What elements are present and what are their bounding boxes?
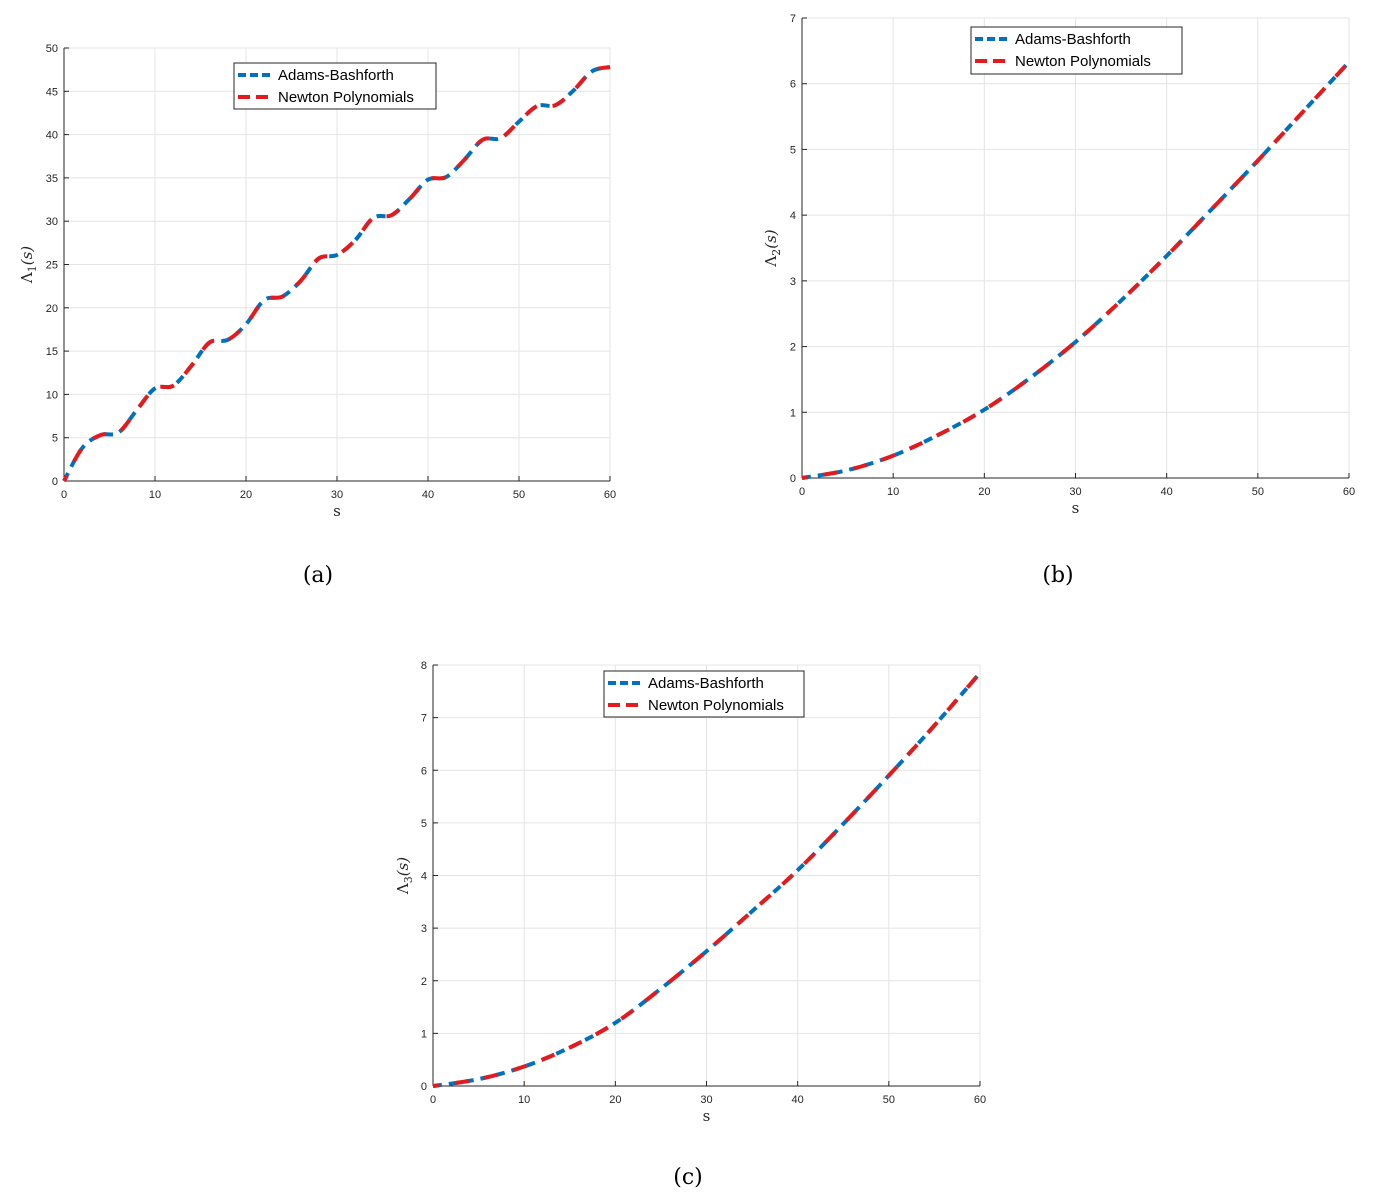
x-tick-label: 50 <box>883 1094 895 1106</box>
legend-box <box>970 26 1183 75</box>
x-tick-label: 10 <box>887 486 899 498</box>
legend: Adams-Bashforth Newton Polynomials <box>233 62 437 110</box>
y-tick-label: 2 <box>421 976 427 988</box>
y-tick-label: 15 <box>46 346 58 358</box>
y-tick-label: 6 <box>421 765 427 777</box>
y-tick-label: 3 <box>790 276 796 288</box>
legend-box <box>233 62 437 110</box>
y-axis-label: Λ1(s) <box>18 246 39 284</box>
series-line-newton-polynomials <box>432 671 982 1088</box>
panel-caption: (a) <box>303 563 333 588</box>
x-tick-label: 0 <box>430 1094 436 1106</box>
x-tick-label: 10 <box>149 489 161 501</box>
x-tick-label: 60 <box>1343 486 1355 498</box>
series-line-adams-bashforth <box>62 65 611 482</box>
y-tick-label: 4 <box>421 871 427 883</box>
legend-box <box>603 670 805 718</box>
y-tick-label: 40 <box>46 130 58 142</box>
y-tick-label: 4 <box>790 210 796 222</box>
y-tick-label: 1 <box>421 1028 427 1040</box>
x-tick-label: 40 <box>422 489 434 501</box>
y-tick-label: 5 <box>52 433 58 445</box>
x-tick-label: 0 <box>61 489 67 501</box>
y-tick-label: 50 <box>46 43 58 55</box>
y-tick-label: 1 <box>790 407 796 419</box>
y-tick-label: 45 <box>46 86 58 98</box>
y-tick-label: 10 <box>46 389 58 401</box>
y-tick-label: 0 <box>52 476 58 488</box>
y-tick-label: 30 <box>46 216 58 228</box>
y-tick-label: 20 <box>46 303 58 315</box>
x-tick-label: 50 <box>513 489 525 501</box>
y-tick-label: 0 <box>790 473 796 485</box>
chart-panel-a: 0 10 20 30 40 50 60 0 5 10 15 20 25 30 35 40 45 50 s Λ1(s) A… <box>18 43 616 588</box>
legend: Adams-Bashforth Newton Polynomials <box>970 26 1183 75</box>
legend-label: Adams-Bashforth <box>278 67 394 84</box>
chart-panel-c: 0 10 20 30 40 50 60 0 1 2 3 4 5 6 7 8 s Λ3(s) Adams-Bashfo… <box>394 660 986 1190</box>
x-tick-label: 20 <box>978 486 990 498</box>
y-tick-label: 2 <box>790 342 796 354</box>
x-tick-label: 40 <box>792 1094 804 1106</box>
x-axis-label: s <box>333 502 341 520</box>
y-tick-label: 7 <box>790 13 796 25</box>
y-tick-label: 8 <box>421 660 427 672</box>
legend-label: Newton Polynomials <box>648 697 784 714</box>
panel-caption: (c) <box>673 1165 703 1190</box>
legend: Adams-Bashforth Newton Polynomials <box>603 670 805 718</box>
x-tick-label: 0 <box>799 486 805 498</box>
y-tick-label: 3 <box>421 923 427 935</box>
x-axis-label: s <box>703 1107 711 1125</box>
y-tick-label: 5 <box>421 818 427 830</box>
legend-label: Adams-Bashforth <box>648 675 764 692</box>
x-tick-label: 30 <box>331 489 343 501</box>
x-tick-label: 60 <box>974 1094 986 1106</box>
y-tick-label: 35 <box>46 173 58 185</box>
x-axis-label: s <box>1072 499 1080 517</box>
x-tick-label: 20 <box>240 489 252 501</box>
x-tick-label: 20 <box>609 1094 621 1106</box>
chart-panel-b: 0 10 20 30 40 50 60 0 1 2 3 4 5 6 7 s Λ2(s) Adams-Bashfor… <box>762 13 1355 588</box>
x-tick-label: 30 <box>1069 486 1081 498</box>
x-tick-label: 50 <box>1252 486 1264 498</box>
legend-label: Newton Polynomials <box>1015 53 1151 70</box>
x-tick-label: 10 <box>518 1094 530 1106</box>
y-axis-label: Λ3(s) <box>394 857 415 895</box>
y-tick-label: 5 <box>790 144 796 156</box>
y-tick-label: 0 <box>421 1081 427 1093</box>
y-tick-label: 6 <box>790 79 796 91</box>
legend-label: Adams-Bashforth <box>1015 31 1131 48</box>
x-tick-label: 40 <box>1161 486 1173 498</box>
y-tick-label: 7 <box>421 713 427 725</box>
x-tick-label: 60 <box>604 489 616 501</box>
series-line-newton-polynomials <box>801 60 1351 480</box>
y-axis-label: Λ2(s) <box>762 229 783 267</box>
legend-label: Newton Polynomials <box>278 89 414 106</box>
x-tick-label: 30 <box>700 1094 712 1106</box>
y-tick-label: 25 <box>46 260 58 272</box>
panel-caption: (b) <box>1042 563 1073 588</box>
